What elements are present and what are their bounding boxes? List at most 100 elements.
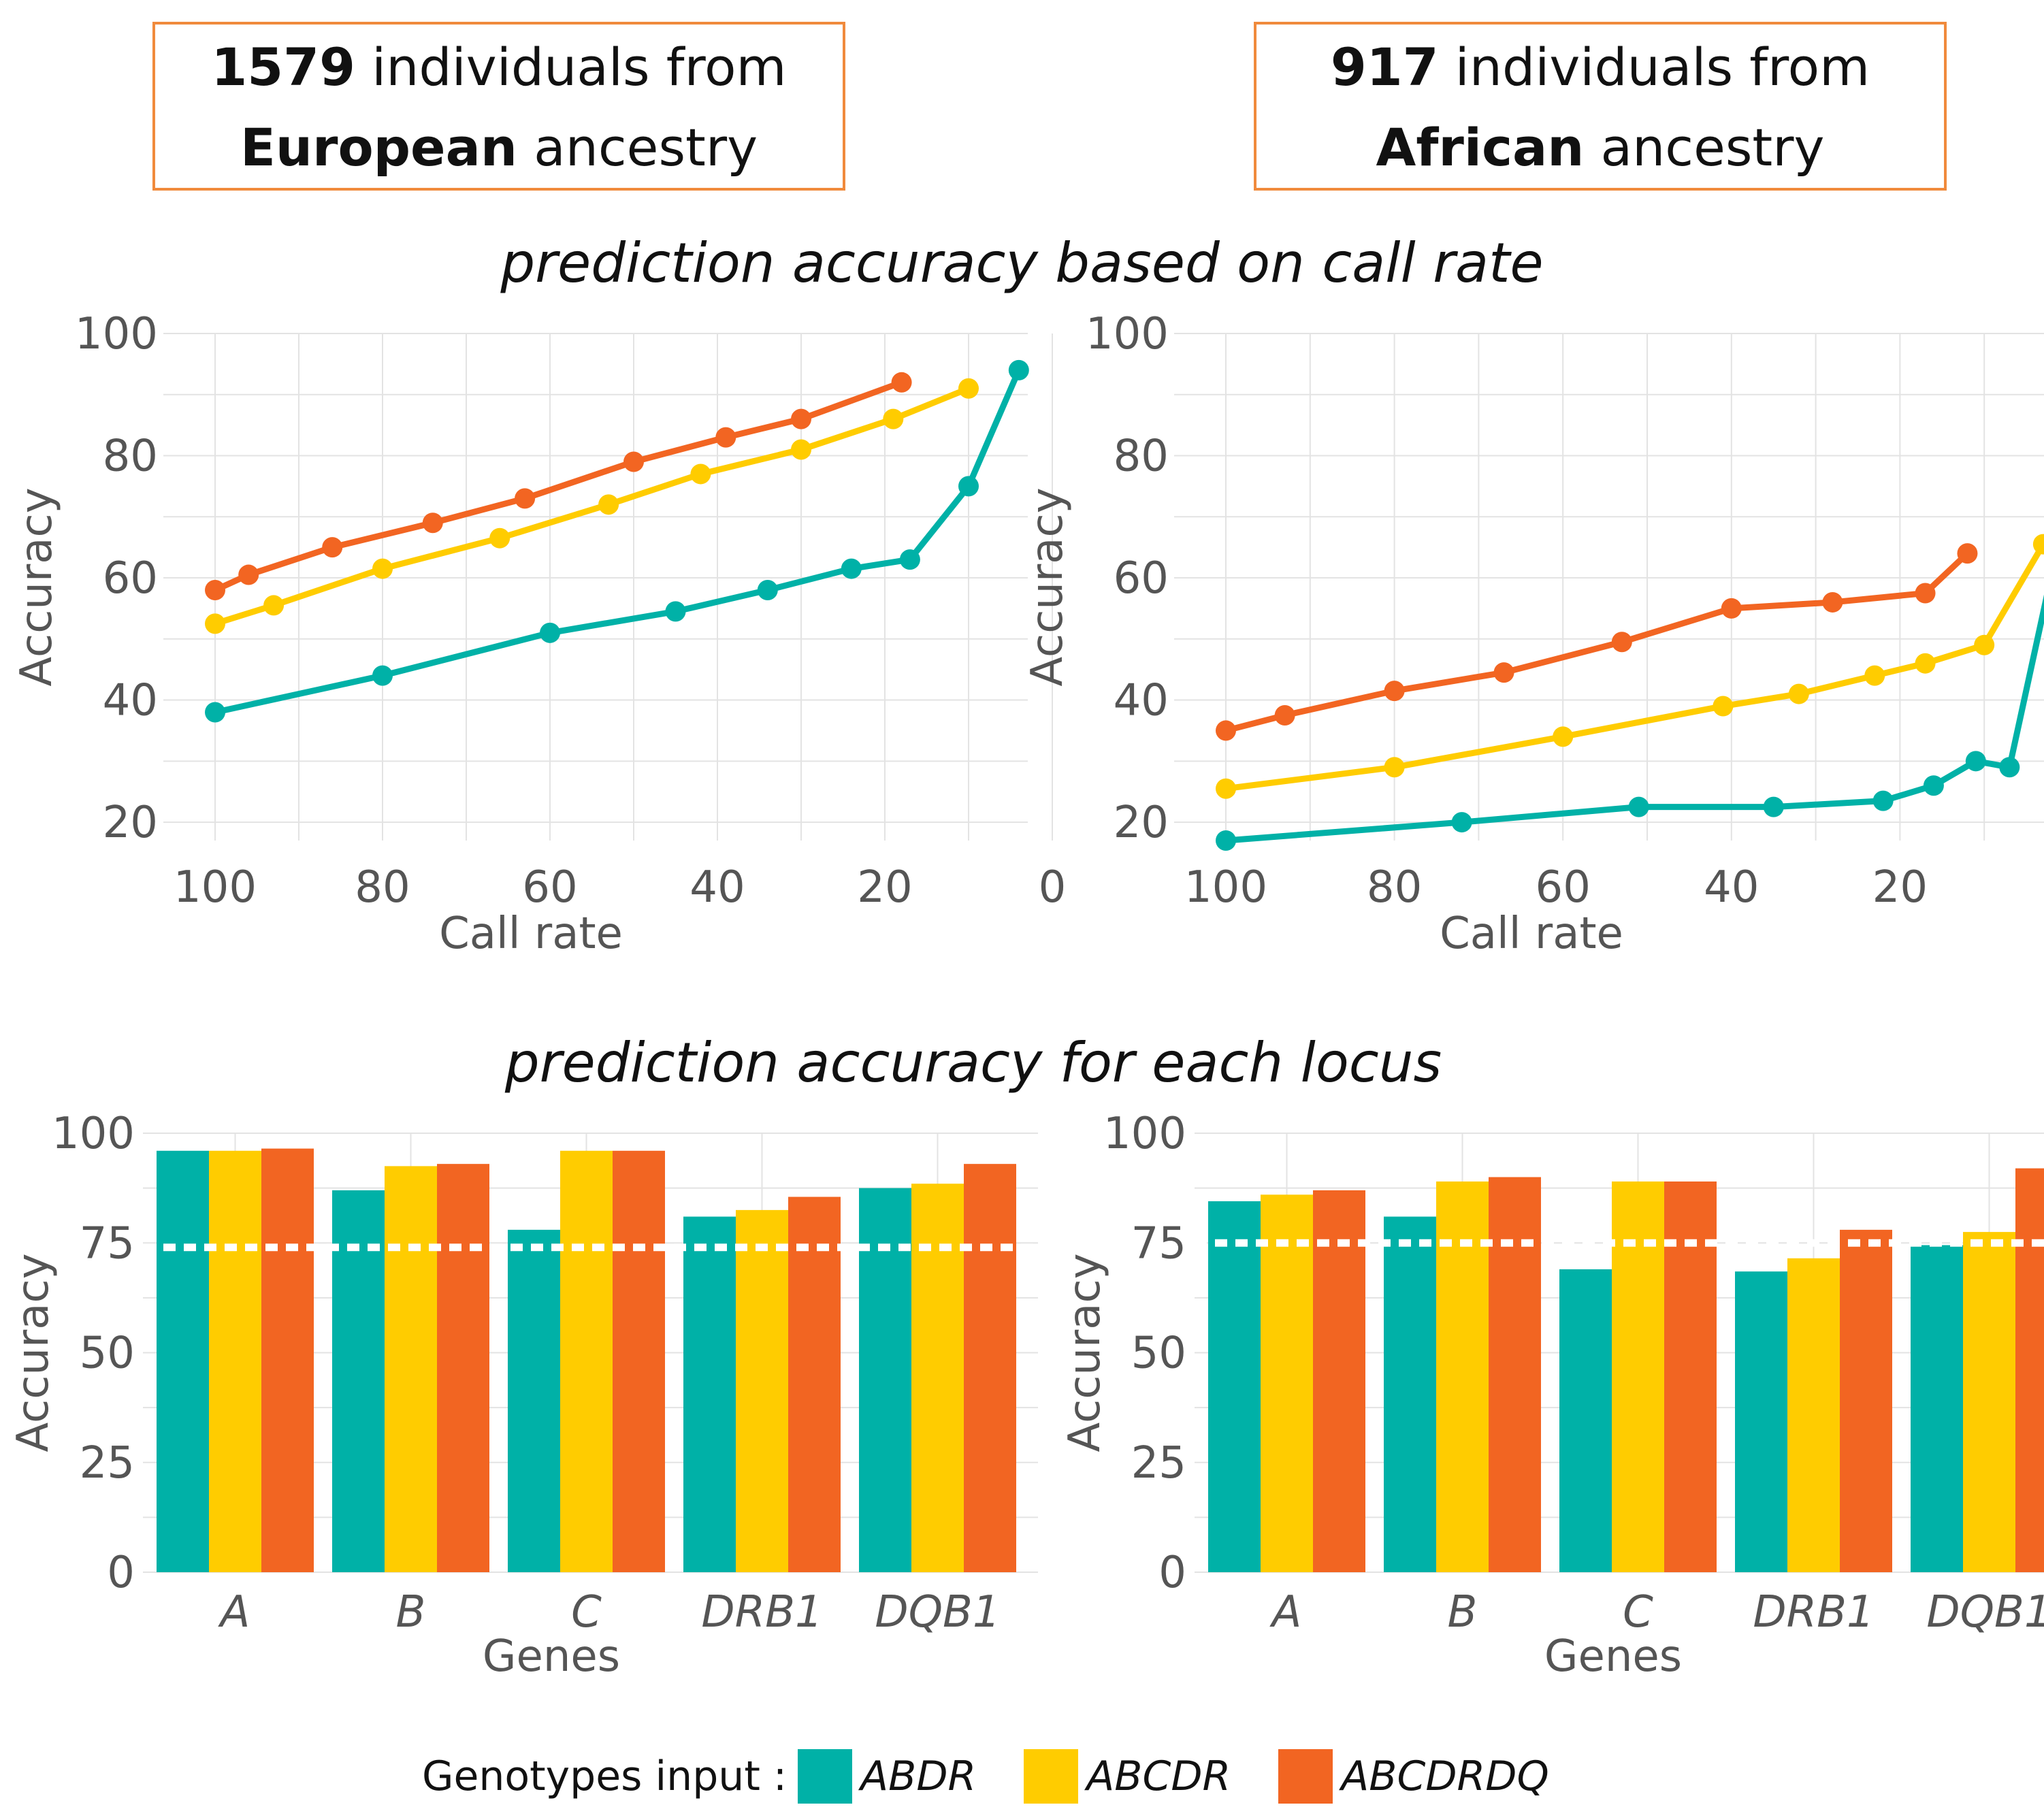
af-point-abcdr bbox=[1864, 665, 1885, 686]
african-header-box: 917 individuals from African ancestry bbox=[1254, 22, 1947, 191]
eu-gene-label: DQB1 bbox=[875, 1587, 1000, 1638]
european-label: European bbox=[240, 117, 517, 178]
af-bar-a-abcdrdq bbox=[1313, 1190, 1365, 1572]
af-point-abcdr bbox=[1713, 696, 1734, 717]
eu-y-tick-label: 60 bbox=[103, 553, 158, 604]
eu-gene-label: C bbox=[571, 1587, 602, 1638]
af-point-abcdr bbox=[2032, 534, 2044, 555]
af-point-abcdrdq bbox=[1957, 543, 1978, 564]
af-bar-drb1-abdr bbox=[1735, 1271, 1787, 1572]
eu-point-abcdrdq bbox=[422, 512, 443, 534]
eu-x-tick-label: 60 bbox=[522, 862, 577, 913]
af-y-tick-label: 50 bbox=[1131, 1329, 1186, 1379]
af-point-abdr bbox=[1216, 830, 1236, 851]
af-y-tick-label: 75 bbox=[1131, 1218, 1186, 1269]
legend-label-abdr: ABDR bbox=[860, 1753, 977, 1800]
eu-x-tick-label: 20 bbox=[857, 862, 912, 913]
african-text-2: ancestry bbox=[1584, 117, 1825, 178]
eu-bar-drb1-abdr bbox=[683, 1216, 736, 1572]
af-x-axis-title: Genes bbox=[1544, 1631, 1682, 1682]
eu-point-abcdrdq bbox=[205, 579, 225, 600]
eu-x-tick-label: 40 bbox=[690, 862, 745, 913]
af-point-abdr bbox=[1965, 751, 1986, 772]
eu-gene-label: DRB1 bbox=[701, 1587, 822, 1638]
af-point-abcdrdq bbox=[1216, 720, 1236, 741]
eu-x-axis-title: Call rate bbox=[439, 909, 623, 959]
af-bar-b-abcdrdq bbox=[1489, 1177, 1541, 1572]
af-bar-chart: 0 25 50 75 100 A B C DRB1 DQB1 Genes Accuracy bbox=[1060, 1109, 2044, 1682]
af-gene-label: A bbox=[1269, 1587, 1302, 1638]
af-gene-label: B bbox=[1448, 1587, 1478, 1638]
eu-point-abdr bbox=[540, 622, 560, 643]
eu-point-abcdrdq bbox=[623, 451, 644, 472]
af-point-abcdr bbox=[1553, 726, 1574, 747]
eu-bar-b-abcdrdq bbox=[437, 1164, 489, 1572]
af-bar-dqb1-abcdr bbox=[1963, 1232, 2015, 1572]
european-text-2: ancestry bbox=[517, 117, 758, 178]
eu-bar-drb1-abcdr bbox=[736, 1209, 788, 1572]
eu-y-tick-label: 50 bbox=[80, 1329, 135, 1379]
eu-y-axis-title: Accuracy bbox=[8, 1253, 59, 1452]
eu-bar-a-abcdr bbox=[209, 1150, 261, 1572]
af-y-tick-label: 20 bbox=[1114, 798, 1169, 848]
eu-bar-chart: 0 25 50 75 100 A B C DRB1 DQB1 Genes Accuracy bbox=[8, 1109, 1038, 1682]
af-line-chart: 100 80 60 40 20 0 20 40 60 80 100 Call rate Accuracy bbox=[1022, 309, 2044, 959]
call-rate-section-title: prediction accuracy based on call rate bbox=[500, 231, 1544, 295]
eu-point-abcdr bbox=[791, 439, 811, 460]
af-y-tick-label: 80 bbox=[1114, 432, 1169, 482]
eu-x-tick-label: 80 bbox=[355, 862, 410, 913]
eu-y-tick-label: 75 bbox=[80, 1218, 135, 1269]
af-y-tick-label: 100 bbox=[1086, 309, 1169, 359]
african-ancestry-line: African ancestry bbox=[1256, 108, 1944, 188]
af-x-tick-label: 100 bbox=[1184, 862, 1267, 913]
eu-series-line-abcdr bbox=[214, 385, 970, 627]
af-x-tick-label: 60 bbox=[1535, 862, 1590, 913]
african-text-1: individuals from bbox=[1438, 37, 1870, 97]
european-text-1: individuals from bbox=[355, 37, 787, 97]
legend-label-abcdrdq: ABCDRDQ bbox=[1341, 1753, 1549, 1800]
af-point-abdr bbox=[1763, 796, 1784, 817]
eu-point-abcdr bbox=[205, 613, 225, 634]
af-y-axis-title: Accuracy bbox=[1022, 487, 1073, 686]
eu-bar-c-abdr bbox=[508, 1229, 560, 1572]
eu-bar-drb1-abcdrdq bbox=[788, 1196, 841, 1572]
af-gene-label: DQB1 bbox=[1926, 1587, 2044, 1638]
eu-bar-a-abcdrdq bbox=[261, 1148, 314, 1572]
eu-y-axis-title: Accuracy bbox=[12, 487, 62, 686]
af-bar-a-abcdr bbox=[1261, 1194, 1313, 1572]
eu-point-abdr bbox=[1008, 359, 1029, 380]
legend-swatch-abcdr bbox=[1024, 1749, 1079, 1804]
af-series-line-abcdrdq bbox=[1224, 551, 1970, 734]
legend-label-abcdr: ABCDR bbox=[1086, 1753, 1231, 1800]
af-point-abcdrdq bbox=[1611, 632, 1632, 653]
eu-point-abcdr bbox=[690, 463, 711, 485]
af-point-abcdrdq bbox=[1493, 662, 1514, 683]
af-x-tick-label: 40 bbox=[1704, 862, 1759, 913]
eu-x-tick-label: 100 bbox=[174, 862, 257, 913]
eu-point-abcdrdq bbox=[891, 372, 912, 393]
eu-point-abcdrdq bbox=[238, 564, 259, 585]
eu-point-abcdr bbox=[489, 527, 510, 549]
eu-bar-b-abdr bbox=[332, 1190, 385, 1572]
eu-point-abdr bbox=[372, 665, 393, 686]
af-bar-drb1-abcdrdq bbox=[1840, 1229, 1892, 1572]
af-point-abcdrdq bbox=[1915, 583, 1936, 604]
eu-bar-a-abdr bbox=[157, 1150, 209, 1572]
af-x-axis-title: Call rate bbox=[1440, 909, 1623, 959]
legend: Genotypes input : ABDR ABCDR ABCDRDQ bbox=[422, 1746, 1597, 1807]
af-series-line-abdr bbox=[1225, 594, 2044, 844]
af-bar-dqb1-abcdrdq bbox=[2015, 1168, 2044, 1572]
eu-bar-dqb1-abcdrdq bbox=[964, 1164, 1016, 1572]
af-bar-dqb1-abdr bbox=[1911, 1245, 1963, 1572]
eu-y-tick-label: 25 bbox=[80, 1438, 135, 1488]
locus-section-title: prediction accuracy for each locus bbox=[504, 1031, 1442, 1094]
european-count-line: 1579 individuals from bbox=[155, 27, 843, 108]
af-x-tick-label: 80 bbox=[1367, 862, 1422, 913]
eu-bar-b-abcdr bbox=[385, 1166, 437, 1572]
eu-point-abcdr bbox=[598, 494, 619, 515]
eu-bar-c-abcdr bbox=[560, 1150, 613, 1572]
eu-bar-dqb1-abcdr bbox=[911, 1184, 964, 1572]
af-point-abdr bbox=[1628, 796, 1649, 817]
af-point-abcdr bbox=[1915, 653, 1936, 674]
